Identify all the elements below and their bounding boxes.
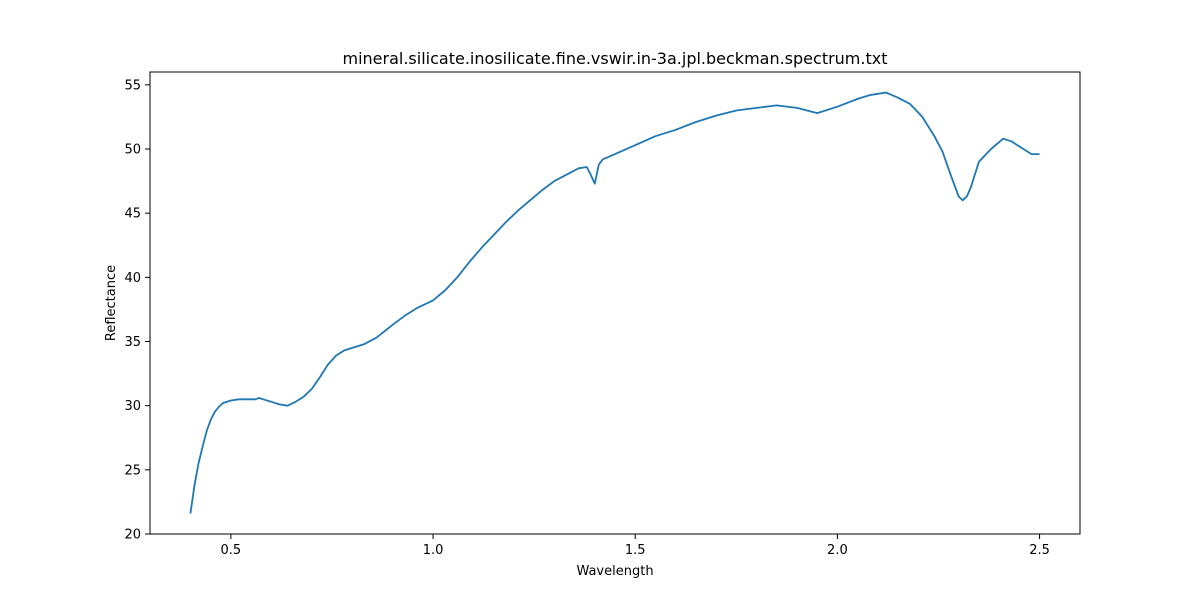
chart-title: mineral.silicate.inosilicate.fine.vswir.… — [343, 49, 888, 68]
y-tick-label: 50 — [124, 143, 141, 158]
y-tick-label: 20 — [124, 528, 141, 543]
y-axis-label: Reflectance — [104, 265, 119, 341]
y-tick-label: 35 — [124, 335, 141, 350]
y-tick-label: 40 — [124, 271, 141, 286]
x-axis-label: Wavelength — [576, 564, 653, 579]
series-layer — [189, 91, 1040, 514]
y-tick-label: 30 — [124, 399, 141, 414]
reflectance-series-line — [189, 91, 1040, 514]
x-tick-label: 0.5 — [221, 543, 242, 558]
y-tick-label: 45 — [124, 207, 141, 222]
plot-frame — [149, 71, 1081, 535]
y-axis-ticks: 20 25 30 35 40 45 50 55 — [124, 78, 150, 543]
x-tick-label: 1.5 — [625, 543, 646, 558]
x-tick-label: 2.0 — [827, 543, 848, 558]
y-tick-label: 55 — [124, 78, 141, 93]
x-tick-label: 2.5 — [1029, 543, 1050, 558]
x-axis-ticks: 0.5 1.0 1.5 2.0 2.5 — [221, 534, 1050, 558]
y-tick-label: 25 — [124, 463, 141, 478]
x-tick-label: 1.0 — [423, 543, 444, 558]
